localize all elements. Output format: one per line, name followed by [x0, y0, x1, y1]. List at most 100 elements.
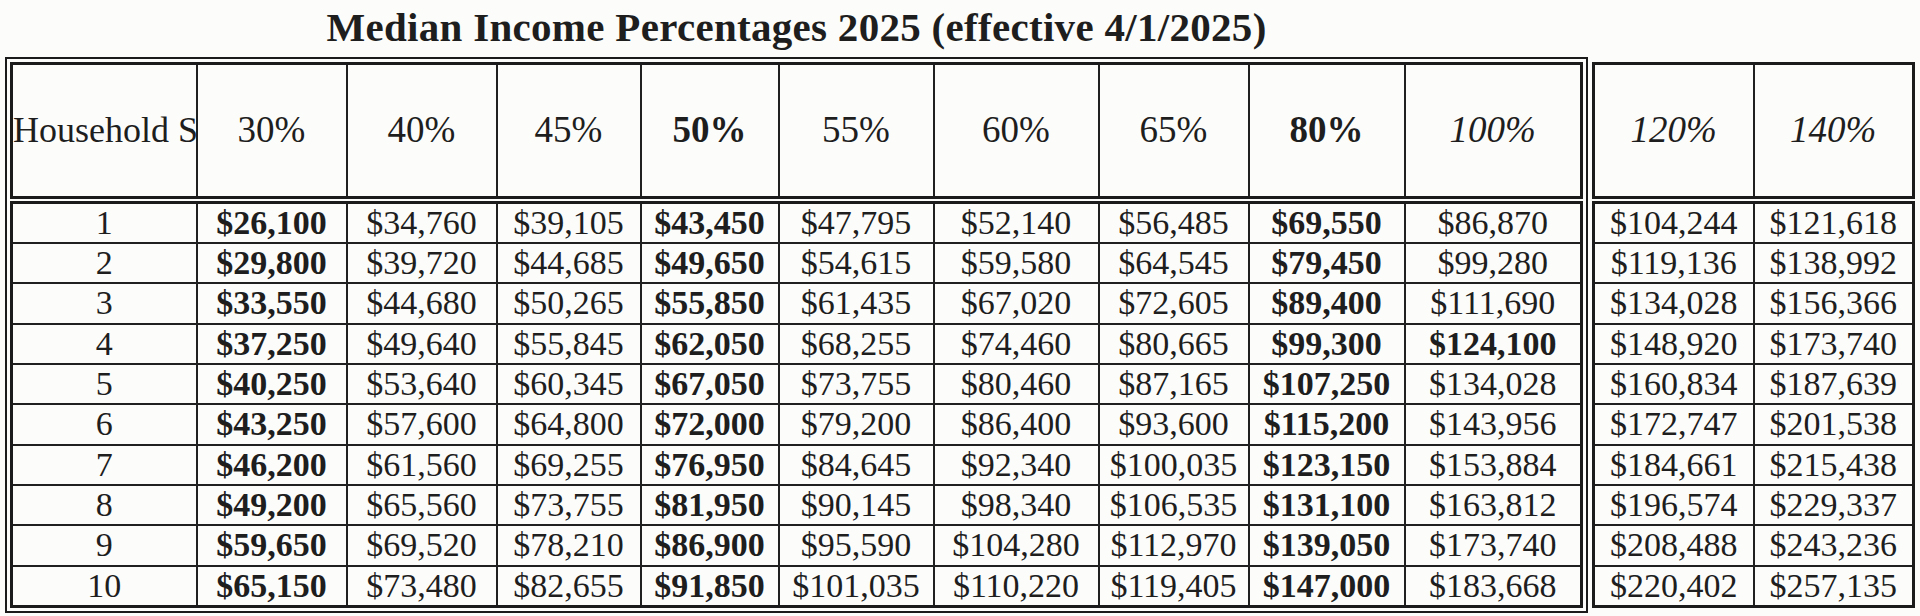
income-cell: $49,640	[347, 324, 497, 364]
income-cell: $98,340	[934, 485, 1099, 525]
table-header-extended: 120% 140%	[1594, 64, 1914, 200]
income-cell: $64,545	[1099, 243, 1249, 283]
income-cell: $110,220	[934, 566, 1099, 607]
column-header-80: 80%	[1249, 64, 1405, 200]
income-cell: $72,000	[641, 404, 779, 444]
income-cell: $131,100	[1249, 485, 1405, 525]
income-cell: $229,337	[1754, 485, 1914, 525]
income-cell: $72,605	[1099, 283, 1249, 323]
income-cell: $111,690	[1405, 283, 1582, 323]
income-cell: $40,250	[197, 364, 347, 404]
income-cell: $134,028	[1594, 283, 1754, 323]
household-size-cell: 8	[12, 485, 197, 525]
income-cell: $119,136	[1594, 243, 1754, 283]
table-header: Household Size 30% 40% 45% 50% 55% 60% 6…	[12, 64, 1582, 200]
income-cell: $39,720	[347, 243, 497, 283]
table-row: $172,747 $201,538	[1594, 404, 1914, 444]
table-row: 6 $43,250 $57,600 $64,800 $72,000 $79,20…	[12, 404, 1582, 444]
column-header-55: 55%	[779, 64, 934, 200]
income-cell: $87,165	[1099, 364, 1249, 404]
income-cell: $104,244	[1594, 200, 1754, 243]
table-row: 1 $26,100 $34,760 $39,105 $43,450 $47,79…	[12, 200, 1582, 243]
income-cell: $37,250	[197, 324, 347, 364]
table-row: $160,834 $187,639	[1594, 364, 1914, 404]
income-cell: $59,650	[197, 525, 347, 565]
income-cell: $104,280	[934, 525, 1099, 565]
table-row: $148,920 $173,740	[1594, 324, 1914, 364]
income-table-extended: 120% 140% $104,244 $121,618 $119,136 $13…	[1592, 62, 1915, 608]
income-cell: $67,020	[934, 283, 1099, 323]
income-cell: $84,645	[779, 445, 934, 485]
income-cell: $44,685	[497, 243, 641, 283]
table-row: $134,028 $156,366	[1594, 283, 1914, 323]
income-cell: $57,600	[347, 404, 497, 444]
income-cell: $173,740	[1405, 525, 1582, 565]
income-cell: $34,760	[347, 200, 497, 243]
income-cell: $55,850	[641, 283, 779, 323]
income-cell: $86,870	[1405, 200, 1582, 243]
income-cell: $183,668	[1405, 566, 1582, 607]
income-cell: $134,028	[1405, 364, 1582, 404]
table-row: $119,136 $138,992	[1594, 243, 1914, 283]
column-header-50: 50%	[641, 64, 779, 200]
table-row: 7 $46,200 $61,560 $69,255 $76,950 $84,64…	[12, 445, 1582, 485]
income-cell: $163,812	[1405, 485, 1582, 525]
income-cell: $61,560	[347, 445, 497, 485]
income-cell: $43,250	[197, 404, 347, 444]
income-cell: $138,992	[1754, 243, 1914, 283]
income-cell: $67,050	[641, 364, 779, 404]
income-cell: $61,435	[779, 283, 934, 323]
column-header-140: 140%	[1754, 64, 1914, 200]
table-row: 2 $29,800 $39,720 $44,685 $49,650 $54,61…	[12, 243, 1582, 283]
income-cell: $101,035	[779, 566, 934, 607]
column-header-40: 40%	[347, 64, 497, 200]
income-cell: $99,300	[1249, 324, 1405, 364]
income-cell: $62,050	[641, 324, 779, 364]
income-cell: $160,834	[1594, 364, 1754, 404]
income-cell: $243,236	[1754, 525, 1914, 565]
income-cell: $26,100	[197, 200, 347, 243]
income-cell: $44,680	[347, 283, 497, 323]
household-size-cell: 1	[12, 200, 197, 243]
table-row: 9 $59,650 $69,520 $78,210 $86,900 $95,59…	[12, 525, 1582, 565]
income-cell: $86,900	[641, 525, 779, 565]
income-cell: $73,755	[497, 485, 641, 525]
table-row: $220,402 $257,135	[1594, 566, 1914, 607]
income-cell: $148,920	[1594, 324, 1754, 364]
household-size-cell: 4	[12, 324, 197, 364]
column-header-45: 45%	[497, 64, 641, 200]
income-cell: $60,345	[497, 364, 641, 404]
income-cell: $201,538	[1754, 404, 1914, 444]
income-cell: $95,590	[779, 525, 934, 565]
income-cell: $215,438	[1754, 445, 1914, 485]
income-cell: $92,340	[934, 445, 1099, 485]
income-cell: $43,450	[641, 200, 779, 243]
income-cell: $220,402	[1594, 566, 1754, 607]
income-cell: $196,574	[1594, 485, 1754, 525]
column-header-65: 65%	[1099, 64, 1249, 200]
header-row: Household Size 30% 40% 45% 50% 55% 60% 6…	[12, 64, 1582, 200]
income-cell: $80,460	[934, 364, 1099, 404]
income-cell: $65,150	[197, 566, 347, 607]
income-cell: $80,665	[1099, 324, 1249, 364]
income-cell: $81,950	[641, 485, 779, 525]
table-row: $184,661 $215,438	[1594, 445, 1914, 485]
income-cell: $139,050	[1249, 525, 1405, 565]
income-cell: $115,200	[1249, 404, 1405, 444]
income-cell: $55,845	[497, 324, 641, 364]
income-cell: $79,200	[779, 404, 934, 444]
income-cell: $89,400	[1249, 283, 1405, 323]
income-cell: $100,035	[1099, 445, 1249, 485]
household-size-cell: 3	[12, 283, 197, 323]
table-row: 8 $49,200 $65,560 $73,755 $81,950 $90,14…	[12, 485, 1582, 525]
income-cell: $52,140	[934, 200, 1099, 243]
income-cell: $156,366	[1754, 283, 1914, 323]
income-cell: $49,200	[197, 485, 347, 525]
income-cell: $69,550	[1249, 200, 1405, 243]
income-cell: $187,639	[1754, 364, 1914, 404]
income-cell: $78,210	[497, 525, 641, 565]
income-cell: $69,520	[347, 525, 497, 565]
income-cell: $99,280	[1405, 243, 1582, 283]
income-cell: $172,747	[1594, 404, 1754, 444]
income-cell: $91,850	[641, 566, 779, 607]
